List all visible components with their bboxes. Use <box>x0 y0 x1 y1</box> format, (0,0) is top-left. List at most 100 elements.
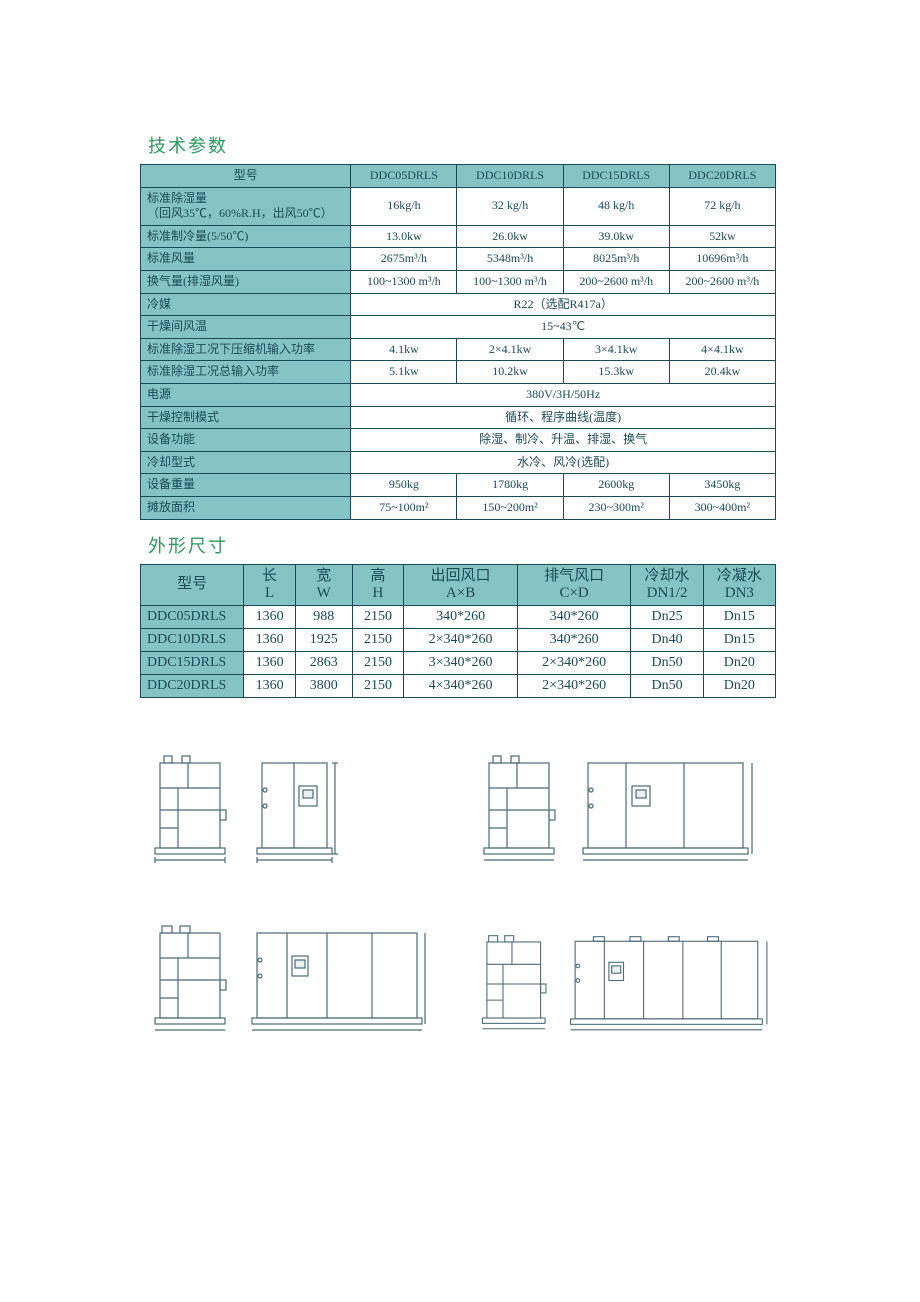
spec-row-span: 除湿、制冷、升温、排湿、换气 <box>351 429 776 452</box>
spec-cell: 950kg <box>351 474 457 497</box>
dims-cell: Dn50 <box>631 675 703 698</box>
spec-cell: 1780kg <box>457 474 563 497</box>
spec-cell: 75~100m² <box>351 496 457 519</box>
dims-header: 冷凝水DN3 <box>703 564 775 606</box>
dims-row-label: DDC15DRLS <box>141 652 244 675</box>
spec-cell: 8025m³/h <box>563 248 669 271</box>
dims-header: 出回风口A×B <box>404 564 518 606</box>
outline-diagrams <box>140 738 776 1033</box>
dims-cell: 1360 <box>244 606 296 629</box>
spec-cell: 3450kg <box>669 474 775 497</box>
spec-cell: 5.1kw <box>351 361 457 384</box>
diagram-05-front <box>140 738 235 863</box>
diagram-15-side <box>247 908 432 1033</box>
dims-cell: 2150 <box>352 629 404 652</box>
spec-row-label: 干燥控制模式 <box>141 406 351 429</box>
spec-cell: 300~400m² <box>669 496 775 519</box>
dims-cell: 1925 <box>295 629 352 652</box>
spec-cell: 10696m³/h <box>669 248 775 271</box>
diagram-ddc10 <box>469 738 776 863</box>
spec-cell: 4×4.1kw <box>669 338 775 361</box>
spec-cell: 100~1300 m³/h <box>457 270 563 293</box>
spec-row-span: 15~43℃ <box>351 316 776 339</box>
header-model-2: DDC15DRLS <box>563 165 669 188</box>
spec-cell: 150~200m² <box>457 496 563 519</box>
dims-cell: Dn50 <box>631 652 703 675</box>
tech-params-table: 型号 DDC05DRLS DDC10DRLS DDC15DRLS DDC20DR… <box>140 164 776 520</box>
dims-cell: 2×340*260 <box>517 652 631 675</box>
spec-cell: 5348m³/h <box>457 248 563 271</box>
header-model-label: 型号 <box>141 165 351 188</box>
spec-cell: 2×4.1kw <box>457 338 563 361</box>
dims-header: 型号 <box>141 564 244 606</box>
spec-row-label: 设备重量 <box>141 474 351 497</box>
spec-cell: 32 kg/h <box>457 187 563 225</box>
spec-cell: 100~1300 m³/h <box>351 270 457 293</box>
dims-cell: 2150 <box>352 675 404 698</box>
dims-cell: 3×340*260 <box>404 652 518 675</box>
spec-row-span: 水冷、风冷(选配) <box>351 451 776 474</box>
dims-header: 排气风口C×D <box>517 564 631 606</box>
header-model-3: DDC20DRLS <box>669 165 775 188</box>
spec-cell: 13.0kw <box>351 225 457 248</box>
spec-row-span: 循环、程序曲线(温度) <box>351 406 776 429</box>
spec-row-label: 设备功能 <box>141 429 351 452</box>
dims-cell: 1360 <box>244 652 296 675</box>
spec-cell: 3×4.1kw <box>563 338 669 361</box>
dims-row-label: DDC10DRLS <box>141 629 244 652</box>
dims-cell: 2150 <box>352 652 404 675</box>
spec-cell: 230~300m² <box>563 496 669 519</box>
spec-cell: 26.0kw <box>457 225 563 248</box>
spec-row-label: 冷却型式 <box>141 451 351 474</box>
spec-cell: 10.2kw <box>457 361 563 384</box>
spec-row-label: 电源 <box>141 383 351 406</box>
dims-cell: 988 <box>295 606 352 629</box>
dims-header: 冷却水DN1/2 <box>631 564 703 606</box>
dims-cell: Dn40 <box>631 629 703 652</box>
spec-row-label: 摊放面积 <box>141 496 351 519</box>
spec-cell: 72 kg/h <box>669 187 775 225</box>
spec-row-label: 冷媒 <box>141 293 351 316</box>
dims-cell: Dn25 <box>631 606 703 629</box>
dims-cell: 2863 <box>295 652 352 675</box>
dims-header: 宽W <box>295 564 352 606</box>
spec-row-label: 标准除湿工况总输入功率 <box>141 361 351 384</box>
dims-cell: 1360 <box>244 675 296 698</box>
diagram-10-front <box>469 738 564 863</box>
spec-row-label: 换气量(排湿风量) <box>141 270 351 293</box>
dims-row-label: DDC20DRLS <box>141 675 244 698</box>
dims-cell: Dn20 <box>703 675 775 698</box>
spec-cell: 4.1kw <box>351 338 457 361</box>
spec-cell: 15.3kw <box>563 361 669 384</box>
diagram-ddc15 <box>140 908 439 1033</box>
dims-cell: 340*260 <box>517 606 631 629</box>
dims-cell: 2×340*260 <box>404 629 518 652</box>
diagram-20-side <box>566 918 776 1033</box>
dims-cell: Dn15 <box>703 629 775 652</box>
diagram-05-side <box>247 738 342 863</box>
spec-cell: 16kg/h <box>351 187 457 225</box>
spec-row-span: 380V/3H/50Hz <box>351 383 776 406</box>
spec-cell: 52kw <box>669 225 775 248</box>
spec-row-label: 标准制冷量(5/50℃) <box>141 225 351 248</box>
diagram-ddc20 <box>469 908 776 1033</box>
dims-cell: 2150 <box>352 606 404 629</box>
dimensions-heading: 外形尺寸 <box>148 532 780 558</box>
spec-row-label: 干燥间风温 <box>141 316 351 339</box>
diagram-20-front <box>469 918 554 1033</box>
diagram-10-side <box>576 738 761 863</box>
diagram-ddc05 <box>140 738 439 863</box>
dims-cell: 3800 <box>295 675 352 698</box>
spec-cell: 48 kg/h <box>563 187 669 225</box>
spec-row-label: 标准除湿工况下压缩机输入功率 <box>141 338 351 361</box>
dims-header: 高H <box>352 564 404 606</box>
dims-header: 长L <box>244 564 296 606</box>
spec-row-label: 标准风量 <box>141 248 351 271</box>
spec-row-span: R22（选配R417a） <box>351 293 776 316</box>
spec-cell: 2675m³/h <box>351 248 457 271</box>
header-model-1: DDC10DRLS <box>457 165 563 188</box>
dims-row-label: DDC05DRLS <box>141 606 244 629</box>
diagram-15-front <box>140 908 235 1033</box>
spec-cell: 2600kg <box>563 474 669 497</box>
spec-cell: 39.0kw <box>563 225 669 248</box>
